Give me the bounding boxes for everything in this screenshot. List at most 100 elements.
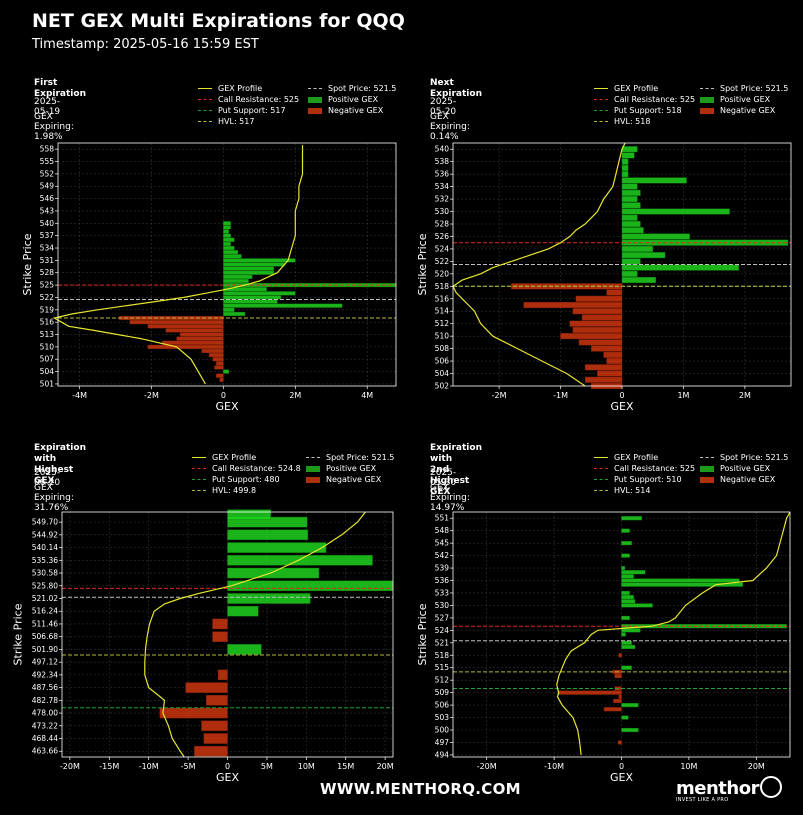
gex-expiring: GEX Expiring: 1.98% [34, 112, 74, 142]
bar-positive [621, 715, 629, 720]
y-tick-label: 516.24 [32, 607, 58, 616]
bar-positive [621, 644, 636, 650]
bar-positive [621, 214, 638, 221]
y-tick-label: 543 [40, 206, 55, 215]
legend-swatch [594, 468, 608, 469]
bar-positive [621, 196, 638, 203]
page-title: NET GEX Multi Expirations for QQQ [32, 10, 405, 32]
legend-swatch [198, 88, 212, 89]
y-tick-label: 549 [40, 182, 55, 191]
legend-call-resistance: Call Resistance: 524.8 [192, 464, 301, 473]
legend-label: Negative GEX [326, 475, 382, 484]
y-tick-label: 518 [435, 282, 450, 291]
legend-hvl: HVL: 499.8 [192, 486, 256, 495]
legend-put-support: Put Support: 480 [192, 475, 280, 484]
bar-negative [147, 324, 224, 329]
legend-label: GEX Profile [218, 84, 263, 93]
legend-label: Spot Price: 521.5 [328, 84, 397, 93]
panel-date: 2025-06-20 [34, 468, 61, 488]
y-axis-label: Strike Price [416, 233, 429, 295]
bar-negative [216, 373, 224, 378]
y-tick-label: 522 [40, 293, 55, 302]
y-tick-label: 540 [435, 145, 450, 154]
bar-positive [621, 632, 626, 637]
bar-positive [621, 171, 629, 178]
bar-negative [572, 326, 623, 333]
y-tick-label: 501 [40, 379, 55, 388]
legend-swatch [700, 107, 714, 114]
panel-date: 2025-05-30 [430, 468, 457, 488]
bar-positive [227, 542, 327, 553]
x-tick-label: 1M [677, 391, 689, 400]
bar-positive [621, 258, 641, 265]
y-tick-label: 497.12 [32, 658, 58, 667]
bar-negative [584, 376, 623, 383]
legend-positive-gex: Positive GEX [306, 464, 376, 473]
bar-negative [569, 320, 623, 327]
y-tick-label: 521.02 [32, 594, 58, 603]
chart-group: -4M -2M 0 2M 4M 501 504 507 510 513 516 519 522 525 52… [21, 142, 397, 413]
y-tick-label: 510 [435, 332, 450, 341]
bar-positive [621, 582, 744, 587]
y-tick-label: 468.44 [32, 734, 58, 743]
bar-positive [621, 640, 632, 645]
bar-positive [223, 258, 296, 263]
x-tick-label: -10M [544, 762, 564, 771]
legend-label: Call Resistance: 524.8 [212, 464, 301, 473]
bar-positive [223, 221, 231, 226]
bar-positive [223, 250, 238, 255]
x-tick-label: -2M [144, 391, 159, 400]
legend-spot-price: Spot Price: 521.5 [308, 84, 396, 93]
chart-group: -20M -15M -10M -5M 0 5M 10M 15M 20M 463.66 468.44 4… [11, 509, 394, 784]
x-tick-label: 10M [298, 762, 315, 771]
footer-url[interactable]: WWW.MENTHORQ.COM [320, 780, 521, 798]
bar-positive [227, 555, 373, 566]
x-tick-label: -15M [99, 762, 119, 771]
bar-negative [606, 358, 623, 365]
legend-spot-price: Spot Price: 521.5 [306, 453, 394, 462]
legend-swatch [192, 490, 206, 491]
bar-negative [159, 707, 228, 719]
y-axis-label: Strike Price [21, 233, 34, 295]
x-tick-label: 2M [289, 391, 301, 400]
bar-positive [621, 553, 630, 558]
bar-positive [621, 158, 629, 165]
legend-negative-gex: Negative GEX [308, 106, 383, 115]
bar-positive [227, 580, 394, 592]
bar-positive [621, 264, 739, 271]
bar-negative [575, 295, 623, 302]
bar-positive [223, 233, 231, 238]
bar-positive [621, 239, 789, 246]
y-tick-label: 530 [435, 601, 450, 610]
y-tick-label: 540 [40, 219, 55, 228]
bar-negative [581, 314, 623, 321]
brand-q-icon [759, 776, 782, 798]
bar-positive [227, 644, 262, 655]
x-tick-label: 0 [619, 391, 624, 400]
bar-negative [165, 328, 224, 333]
bar-negative [194, 745, 228, 757]
y-tick-label: 503 [435, 713, 450, 722]
bar-negative [618, 694, 622, 699]
legend-label: Spot Price: 521.5 [720, 84, 789, 93]
legend-label: Negative GEX [328, 106, 384, 115]
bar-negative [208, 353, 224, 358]
legend-positive-gex: Positive GEX [700, 464, 770, 473]
bar-positive [621, 146, 638, 153]
bar-positive [223, 291, 296, 296]
y-tick-label: 509 [435, 688, 450, 697]
panel-title: First Expiration [34, 78, 86, 99]
bar-positive [223, 283, 397, 288]
bar-positive [227, 567, 320, 579]
legend-swatch [594, 479, 608, 480]
y-tick-label: 531 [40, 256, 55, 265]
y-tick-label: 473.22 [32, 721, 58, 730]
legend-spot-price: Spot Price: 521.5 [700, 84, 788, 93]
bar-positive [621, 578, 740, 583]
x-axis-label: GEX [215, 400, 238, 413]
legend-label: Call Resistance: 525 [218, 95, 300, 104]
legend-swatch [308, 96, 322, 103]
bar-positive [223, 262, 285, 267]
y-tick-label: 478.00 [32, 709, 58, 718]
bar-negative [212, 357, 224, 362]
